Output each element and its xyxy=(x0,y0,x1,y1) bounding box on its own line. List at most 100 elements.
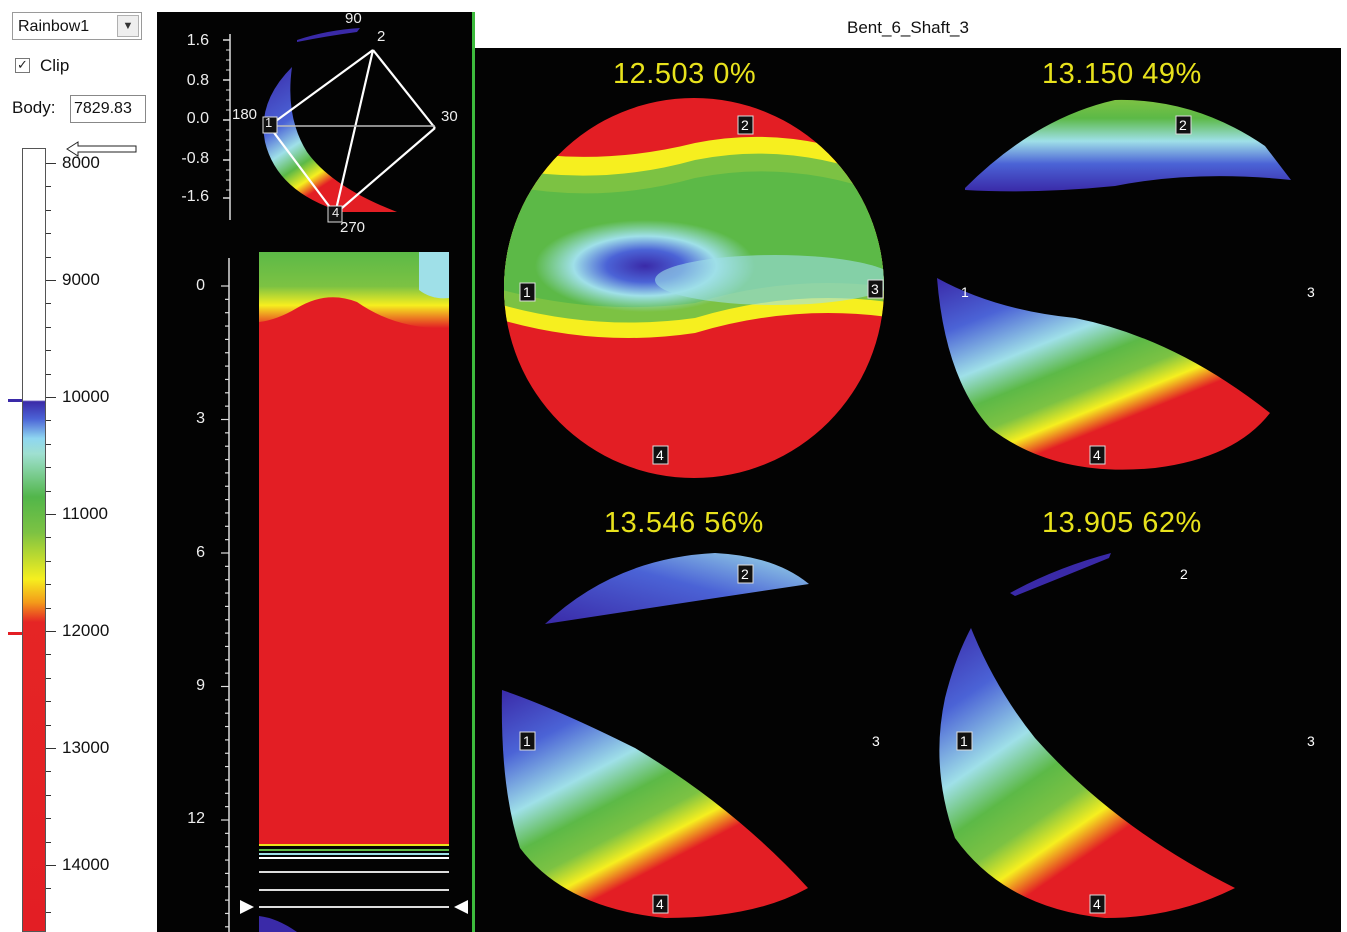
depth-tick-label: 6 xyxy=(196,544,205,561)
window-edge xyxy=(1341,12,1347,932)
angle-label-30: 30 xyxy=(441,108,458,125)
svg-text:1: 1 xyxy=(523,284,531,300)
upper-limit-marker[interactable] xyxy=(8,632,22,635)
color-scale-label: 8000 xyxy=(62,153,100,172)
color-scale-label: 11000 xyxy=(62,504,109,523)
color-scale-major-tick xyxy=(46,631,56,632)
color-scale-minor-tick xyxy=(46,186,51,187)
color-scale-label: 9000 xyxy=(62,270,100,289)
color-scale-label: 13000 xyxy=(62,738,110,757)
chevron-down-icon[interactable]: ▼ xyxy=(117,15,139,37)
color-scale-minor-tick xyxy=(46,654,51,655)
angle-label-180: 180 xyxy=(232,106,258,123)
color-scale-minor-tick xyxy=(46,912,51,913)
slice-label: 12.503 0% xyxy=(613,58,757,90)
color-scale-label: 14000 xyxy=(62,855,110,874)
svg-text:4: 4 xyxy=(1093,447,1101,463)
node-label-2: 2 xyxy=(377,28,386,45)
svg-text:2: 2 xyxy=(741,117,749,133)
color-scale-major-tick xyxy=(46,163,56,164)
slice-label: 13.905 62% xyxy=(1042,507,1202,539)
color-scale-minor-tick xyxy=(46,561,51,562)
svg-text:2: 2 xyxy=(741,566,749,582)
slice-2-cap xyxy=(965,99,1291,192)
body-label: Body: xyxy=(12,98,56,117)
color-scale-minor-tick xyxy=(46,420,51,421)
palette-select-value: Rainbow1 xyxy=(18,18,90,35)
polar-plot: 1.6 0.8 0.0 -0.8 -1.6 xyxy=(157,12,472,242)
depth-tick-label: 9 xyxy=(196,677,205,694)
longitudinal-plot: 0 3 6 9 12 xyxy=(157,250,472,932)
svg-text:3: 3 xyxy=(1307,733,1315,749)
panel-divider[interactable] xyxy=(472,12,475,932)
depth-tick-label: 3 xyxy=(196,410,205,427)
angle-label-90: 90 xyxy=(345,10,362,27)
color-scale-minor-tick xyxy=(46,584,51,585)
slice-2-arch xyxy=(937,278,1270,470)
color-scale-minor-tick xyxy=(46,303,51,304)
clip-label: Clip xyxy=(40,56,70,75)
color-scale-minor-tick xyxy=(46,467,51,468)
color-scale-minor-tick xyxy=(46,233,51,234)
color-scale-minor-tick xyxy=(46,842,51,843)
polar-y-tick: 1.6 xyxy=(186,32,209,49)
color-scale-label: 12000 xyxy=(62,621,110,640)
svg-text:4: 4 xyxy=(656,447,664,463)
lower-limit-marker[interactable] xyxy=(8,399,22,402)
longitudinal-plot-graphic xyxy=(221,252,468,932)
color-scale-minor-tick xyxy=(46,350,51,351)
color-scale-minor-tick xyxy=(46,725,51,726)
color-scale-minor-tick xyxy=(46,795,51,796)
color-scale-minor-tick xyxy=(46,888,51,889)
color-scale-minor-tick xyxy=(46,374,51,375)
polar-y-tick: 0.0 xyxy=(186,110,209,127)
clip-checkbox[interactable]: ✓ xyxy=(15,58,30,73)
color-scale-minor-tick xyxy=(46,327,51,328)
slice-1-map xyxy=(504,98,884,478)
color-scale-major-tick xyxy=(46,397,56,398)
color-scale-minor-tick xyxy=(46,444,51,445)
palette-select[interactable]: Rainbow1 ▼ xyxy=(12,12,142,40)
slice-3-cap xyxy=(545,553,809,624)
color-scale-major-tick xyxy=(46,514,56,515)
svg-text:3: 3 xyxy=(872,733,880,749)
svg-text:1: 1 xyxy=(960,733,968,749)
polar-plot-graphic xyxy=(223,28,436,223)
color-scale-minor-tick xyxy=(46,608,51,609)
color-scale-minor-tick xyxy=(46,701,51,702)
depth-tick-label: 0 xyxy=(196,277,205,294)
color-scale-major-tick xyxy=(46,280,56,281)
polar-y-tick: 0.8 xyxy=(186,72,209,89)
arrow-left-icon[interactable] xyxy=(66,141,138,157)
slice-label: 13.150 49% xyxy=(1042,58,1202,90)
slice-3-arch xyxy=(501,690,808,918)
angle-label-270: 270 xyxy=(340,219,366,236)
svg-text:1: 1 xyxy=(523,733,531,749)
node-label-4: 4 xyxy=(332,205,340,220)
color-scale-bar xyxy=(22,148,46,932)
color-scale-major-tick xyxy=(46,865,56,866)
color-scale-minor-tick xyxy=(46,678,51,679)
color-scale-minor-tick xyxy=(46,491,51,492)
slice-4-cap xyxy=(1010,553,1111,596)
color-scale-label: 10000 xyxy=(62,387,110,406)
title-bar xyxy=(475,12,1341,48)
svg-text:4: 4 xyxy=(1093,896,1101,912)
window-title: Bent_6_Shaft_3 xyxy=(847,18,969,37)
body-input[interactable] xyxy=(70,95,146,123)
slice-label: 13.546 56% xyxy=(604,507,764,539)
color-scale-minor-tick xyxy=(46,771,51,772)
svg-text:1: 1 xyxy=(961,284,969,300)
node-label-1: 1 xyxy=(265,115,273,130)
color-scale-minor-tick xyxy=(46,818,51,819)
svg-text:3: 3 xyxy=(1307,284,1315,300)
color-scale-minor-tick xyxy=(46,537,51,538)
depth-tick-label: 12 xyxy=(187,810,205,827)
svg-text:2: 2 xyxy=(1179,117,1187,133)
cross-section-slices: 1 2 3 4 1 2 3 4 1 2 3 4 1 2 3 4 xyxy=(501,98,1315,918)
color-scale-major-tick xyxy=(46,748,56,749)
polar-y-tick: -1.6 xyxy=(181,188,209,205)
polar-y-tick: -0.8 xyxy=(181,150,209,167)
slice-4-arch xyxy=(939,628,1235,918)
svg-text:3: 3 xyxy=(871,281,879,297)
